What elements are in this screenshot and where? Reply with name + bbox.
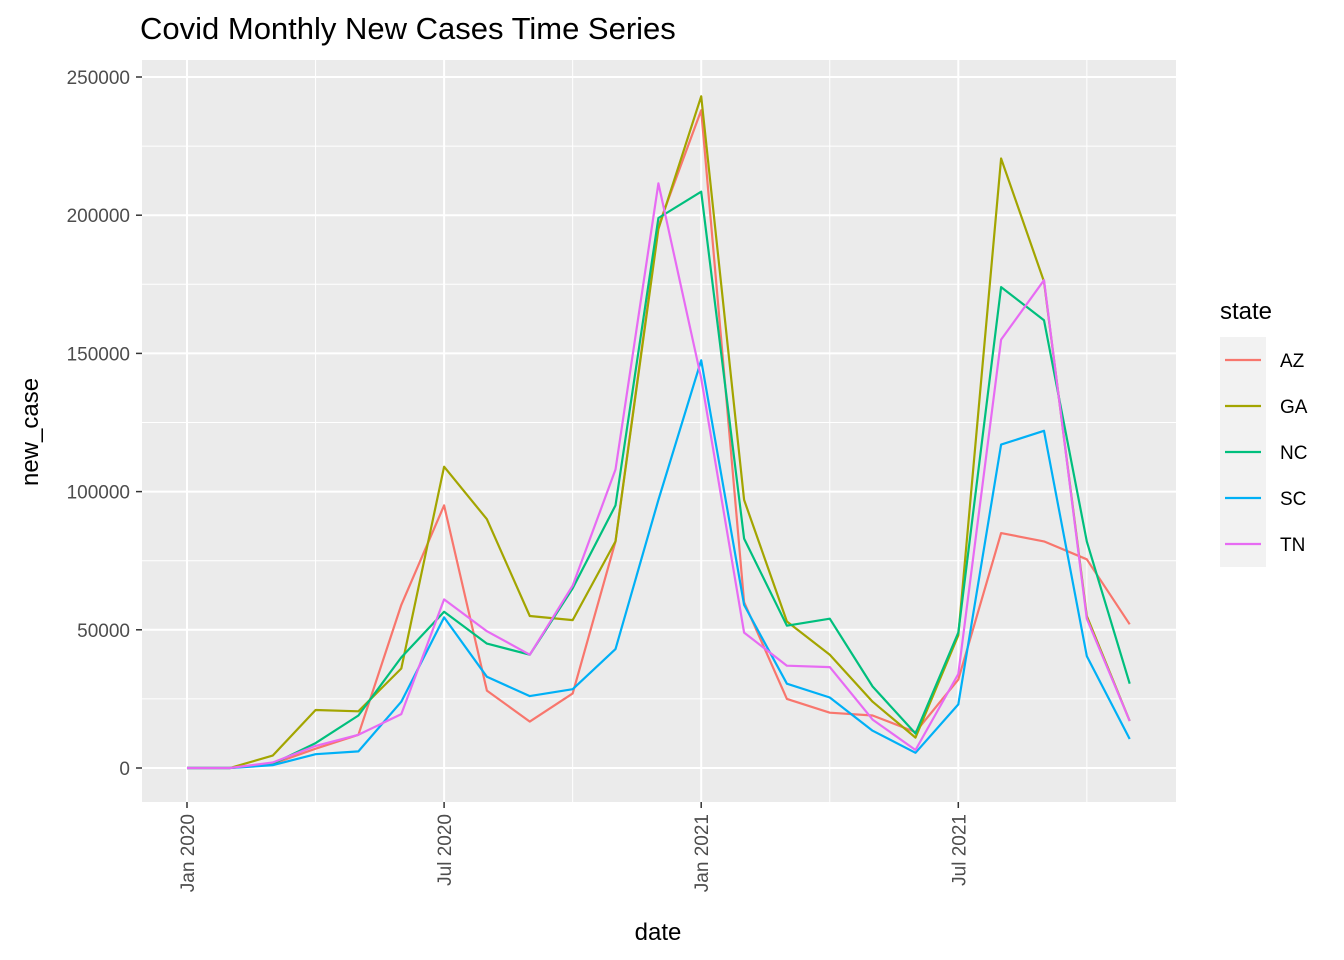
legend-label-nc: NC — [1280, 443, 1307, 464]
axes: 0 50000 100000 150000 200000 250000 Jan 2020 Ju… — [67, 68, 971, 892]
series-line-ga — [187, 95, 1131, 770]
legend-title: state — [1220, 298, 1272, 325]
x-tick-label: Jul 2021 — [949, 814, 970, 886]
chart-title: Covid Monthly New Cases Time Series — [140, 11, 676, 46]
x-tick-label: Jul 2020 — [435, 814, 456, 886]
y-tick-label: 150000 — [67, 344, 130, 365]
x-axis-title: date — [635, 919, 682, 946]
legend-label-ga: GA — [1280, 397, 1308, 418]
legend-label-az: AZ — [1280, 351, 1305, 372]
series-line-tn — [187, 182, 1131, 770]
legend-label-sc: SC — [1280, 489, 1306, 510]
x-tick-label: Jan 2021 — [692, 814, 713, 892]
legend: state AZ GA NC SC TN — [1220, 298, 1308, 567]
y-tick-label: 0 — [119, 759, 130, 780]
y-tick-label: 200000 — [67, 206, 130, 227]
legend-label-tn: TN — [1280, 535, 1305, 556]
x-tick-label: Jan 2020 — [178, 814, 199, 892]
series-line-sc — [187, 359, 1131, 770]
y-tick-label: 250000 — [67, 68, 130, 89]
y-tick-label: 100000 — [67, 483, 130, 504]
panel-background — [142, 60, 1176, 802]
series-lines — [187, 95, 1131, 770]
y-tick-label: 50000 — [77, 621, 130, 642]
y-axis-title: new_case — [17, 378, 44, 486]
series-line-nc — [187, 190, 1131, 770]
plot-panel — [142, 60, 1176, 802]
